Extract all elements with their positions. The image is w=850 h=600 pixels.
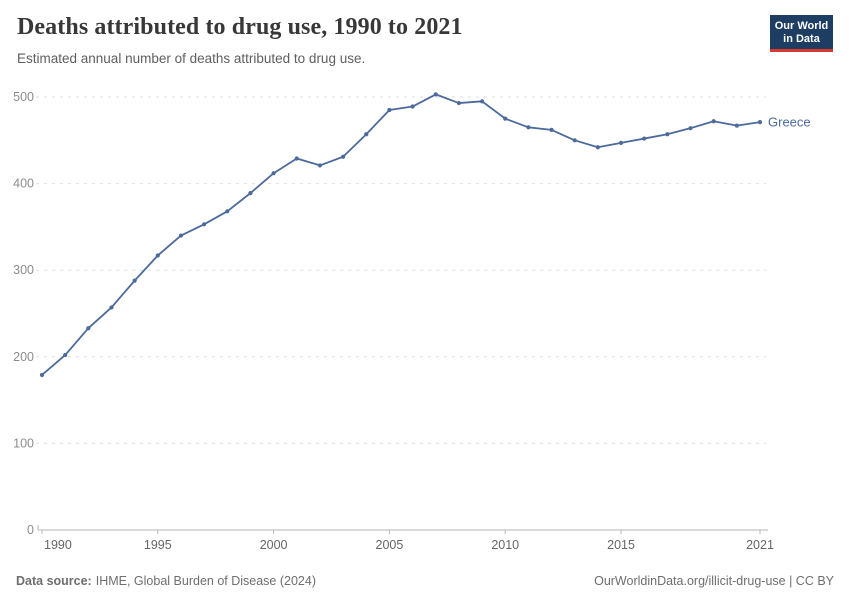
data-point-greece-1996[interactable]	[178, 233, 184, 238]
x-tick-label-2000: 2000	[260, 538, 288, 552]
owid-logo: Our World in Data	[770, 15, 833, 52]
data-point-greece-1993[interactable]	[109, 305, 114, 310]
footer-link[interactable]: OurWorldinData.org/illicit-drug-use | CC…	[594, 574, 834, 588]
data-point-greece-2006[interactable]	[410, 104, 415, 109]
data-point-greece-2011[interactable]	[526, 125, 531, 130]
logo-line-2: in Data	[783, 32, 820, 45]
x-tick-label-1990: 1990	[44, 538, 72, 552]
y-tick-label-100: 100	[13, 436, 34, 450]
data-point-greece-2015[interactable]	[618, 140, 624, 145]
data-point-greece-2001[interactable]	[294, 156, 299, 161]
y-tick-label-200: 200	[13, 350, 34, 364]
x-tick-label-2021: 2021	[746, 538, 774, 552]
data-point-greece-2014[interactable]	[595, 145, 600, 150]
data-point-greece-1999[interactable]	[248, 191, 253, 196]
chart-footer: Data source: IHME, Global Burden of Disea…	[16, 574, 834, 588]
data-point-greece-2009[interactable]	[479, 99, 485, 104]
data-point-greece-2020[interactable]	[734, 123, 739, 128]
data-point-greece-2016[interactable]	[642, 136, 647, 141]
data-point-greece-2021[interactable]	[757, 120, 763, 125]
data-point-greece-2002[interactable]	[317, 163, 323, 168]
data-point-greece-2003[interactable]	[340, 154, 346, 159]
data-point-greece-1998[interactable]	[225, 209, 230, 214]
data-point-greece-2008[interactable]	[456, 100, 462, 106]
page-title: Deaths attributed to drug use, 1990 to 2…	[17, 14, 463, 40]
data-point-greece-2007[interactable]	[433, 92, 438, 97]
data-source-label: Data source:	[16, 574, 92, 588]
data-point-greece-1994[interactable]	[132, 278, 137, 283]
series-label-greece: Greece	[768, 115, 811, 130]
y-tick-label-300: 300	[13, 263, 34, 277]
x-tick-label-2010: 2010	[491, 538, 519, 552]
data-point-greece-2013[interactable]	[572, 138, 577, 143]
data-point-greece-2005[interactable]	[387, 107, 392, 113]
data-source-text: IHME, Global Burden of Disease (2024)	[95, 574, 316, 588]
x-tick-label-2015: 2015	[607, 538, 635, 552]
chart-header: Deaths attributed to drug use, 1990 to 2…	[17, 14, 833, 66]
logo-line-1: Our World	[774, 20, 829, 32]
y-tick-label-400: 400	[13, 177, 34, 191]
x-tick-label-2005: 2005	[376, 538, 404, 552]
data-point-greece-1991[interactable]	[63, 352, 68, 358]
data-point-greece-2018[interactable]	[688, 126, 693, 131]
data-point-greece-1997[interactable]	[202, 222, 207, 227]
y-tick-label-0: 0	[27, 523, 34, 537]
data-point-greece-2019[interactable]	[711, 119, 716, 124]
data-point-greece-1995[interactable]	[155, 253, 160, 258]
data-point-greece-2004[interactable]	[364, 132, 369, 137]
chart-subtitle: Estimated annual number of deaths attrib…	[17, 51, 366, 66]
data-source: Data source: IHME, Global Burden of Disea…	[16, 574, 316, 588]
data-point-greece-2012[interactable]	[549, 127, 554, 133]
y-tick-label-500: 500	[13, 90, 34, 104]
data-point-greece-2010[interactable]	[503, 116, 508, 121]
data-line-greece[interactable]	[41, 93, 761, 376]
data-point-greece-1990[interactable]	[39, 372, 45, 378]
data-point-greece-2017[interactable]	[665, 132, 670, 137]
data-point-greece-2000[interactable]	[271, 171, 276, 176]
x-tick-label-1995: 1995	[144, 538, 172, 552]
data-point-greece-1992[interactable]	[86, 326, 91, 331]
